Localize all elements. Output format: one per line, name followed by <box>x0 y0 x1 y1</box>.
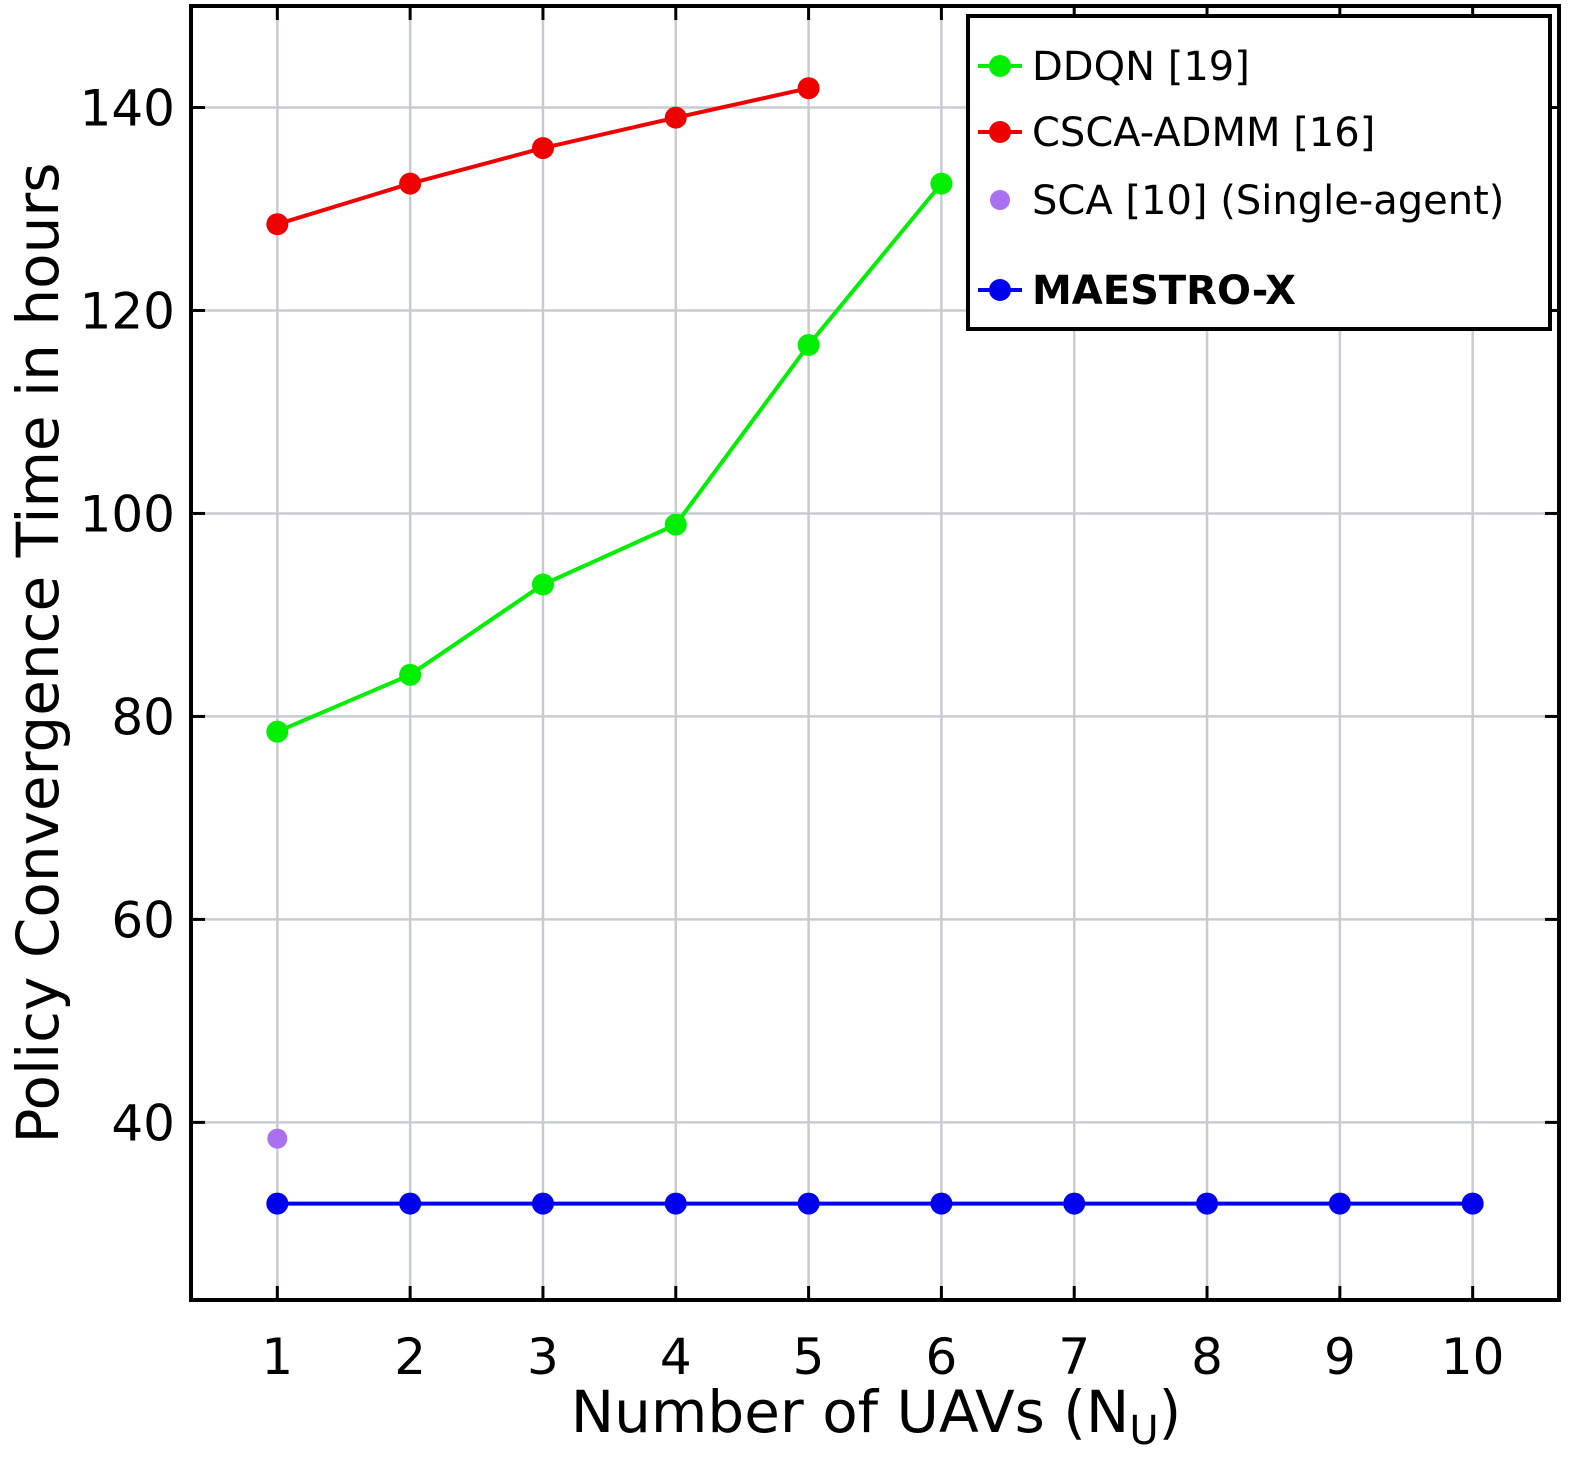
x-tick-label: 3 <box>527 1328 559 1386</box>
x-axis-title-close: ) <box>1159 1378 1182 1446</box>
y-tick-label: 120 <box>80 282 175 340</box>
data-point-maestro-x <box>1063 1192 1086 1215</box>
legend-label: CSCA-ADMM [16] <box>1032 110 1375 156</box>
data-point-csca-admm-16 <box>531 137 554 160</box>
series-maestro-x <box>266 1192 1484 1215</box>
data-point-csca-admm-16 <box>399 172 422 195</box>
x-axis-title-subscript: U <box>1129 1408 1158 1454</box>
legend-swatch-marker <box>989 55 1011 77</box>
data-point-csca-admm-16 <box>266 213 289 236</box>
data-point-maestro-x <box>531 1192 554 1215</box>
data-point-ddqn-19 <box>797 333 820 356</box>
series-ddqn-19 <box>266 172 953 743</box>
data-point-maestro-x <box>664 1192 687 1215</box>
y-tick-label: 40 <box>111 1094 175 1152</box>
plot-frame <box>189 4 1561 1302</box>
x-tick-label: 4 <box>660 1328 692 1386</box>
data-point-csca-admm-16 <box>664 106 687 129</box>
data-point-ddqn-19 <box>664 513 687 536</box>
x-tick-label: 5 <box>793 1328 825 1386</box>
series-layer <box>266 77 1484 1215</box>
legend: DDQN [19] CSCA-ADMM [16] SCA [10] (Single-… <box>966 14 1552 331</box>
data-point-ddqn-19 <box>930 172 953 195</box>
x-tick-label: 1 <box>261 1328 293 1386</box>
data-point-maestro-x <box>1461 1192 1484 1215</box>
data-point-maestro-x <box>797 1192 820 1215</box>
x-tick-label: 8 <box>1191 1328 1223 1386</box>
legend-box <box>966 14 1552 331</box>
x-axis-title-main: Number of UAVs (N <box>571 1378 1130 1446</box>
x-tick-label: 9 <box>1324 1328 1356 1386</box>
legend-label: DDQN [19] <box>1032 44 1250 90</box>
data-point-sca-10-single-agent <box>267 1128 288 1149</box>
y-tick-label: 100 <box>80 485 175 543</box>
y-tick-label: 80 <box>111 688 175 746</box>
y-axis-title: Policy Convergence Time in hours <box>4 163 72 1144</box>
data-point-maestro-x <box>1328 1192 1351 1215</box>
legend-label: MAESTRO-X <box>1032 268 1296 314</box>
legend-label: SCA [10] (Single-agent) <box>1032 178 1504 224</box>
data-point-ddqn-19 <box>399 663 422 686</box>
series-sca-10-single-agent <box>267 1128 288 1149</box>
legend-swatch-marker <box>989 121 1011 143</box>
x-tick-label: 7 <box>1058 1328 1090 1386</box>
data-point-maestro-x <box>266 1192 289 1215</box>
data-point-ddqn-19 <box>266 720 289 743</box>
data-point-csca-admm-16 <box>797 77 820 100</box>
legend-swatch-marker <box>989 279 1011 301</box>
series-csca-admm-16 <box>266 77 820 236</box>
y-tick-label: 140 <box>80 79 175 137</box>
x-tick-label: 6 <box>926 1328 958 1386</box>
x-tick-label: 2 <box>394 1328 426 1386</box>
data-point-maestro-x <box>399 1192 422 1215</box>
series-line-ddqn-19 <box>276 182 943 734</box>
tick-layer: 1 2 3 4 5 6 7 8 9 10 40 60 80 100 120 140 <box>80 6 1559 1386</box>
data-point-maestro-x <box>930 1192 953 1215</box>
data-point-ddqn-19 <box>531 573 554 596</box>
legend-swatch-marker <box>990 190 1010 210</box>
x-tick-label: 10 <box>1441 1328 1505 1386</box>
x-axis-title: Number of UAVs (NU) <box>571 1378 1181 1454</box>
data-point-maestro-x <box>1196 1192 1219 1215</box>
grid-layer <box>191 6 1559 1300</box>
y-tick-label: 60 <box>111 891 175 949</box>
